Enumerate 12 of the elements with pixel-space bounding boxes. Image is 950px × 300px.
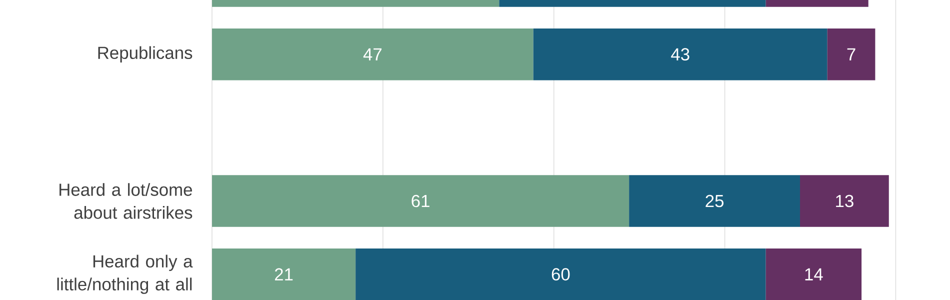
y-tick-label: Heard only a little/nothing at all bbox=[57, 254, 193, 294]
data-label: 25 bbox=[706, 194, 724, 208]
data-label: 43 bbox=[671, 48, 690, 61]
y-tick-label: Heard a lot/some about airstrikes bbox=[60, 183, 192, 219]
data-label: 60 bbox=[552, 268, 570, 281]
y-tick-label: Republicans bbox=[98, 46, 192, 62]
data-label: 13 bbox=[836, 194, 854, 208]
data-label: 61 bbox=[412, 194, 430, 208]
data-label: 21 bbox=[274, 268, 293, 280]
data-label: 47 bbox=[363, 48, 382, 60]
data-label: 7 bbox=[847, 48, 856, 60]
data-label: 14 bbox=[805, 268, 823, 280]
